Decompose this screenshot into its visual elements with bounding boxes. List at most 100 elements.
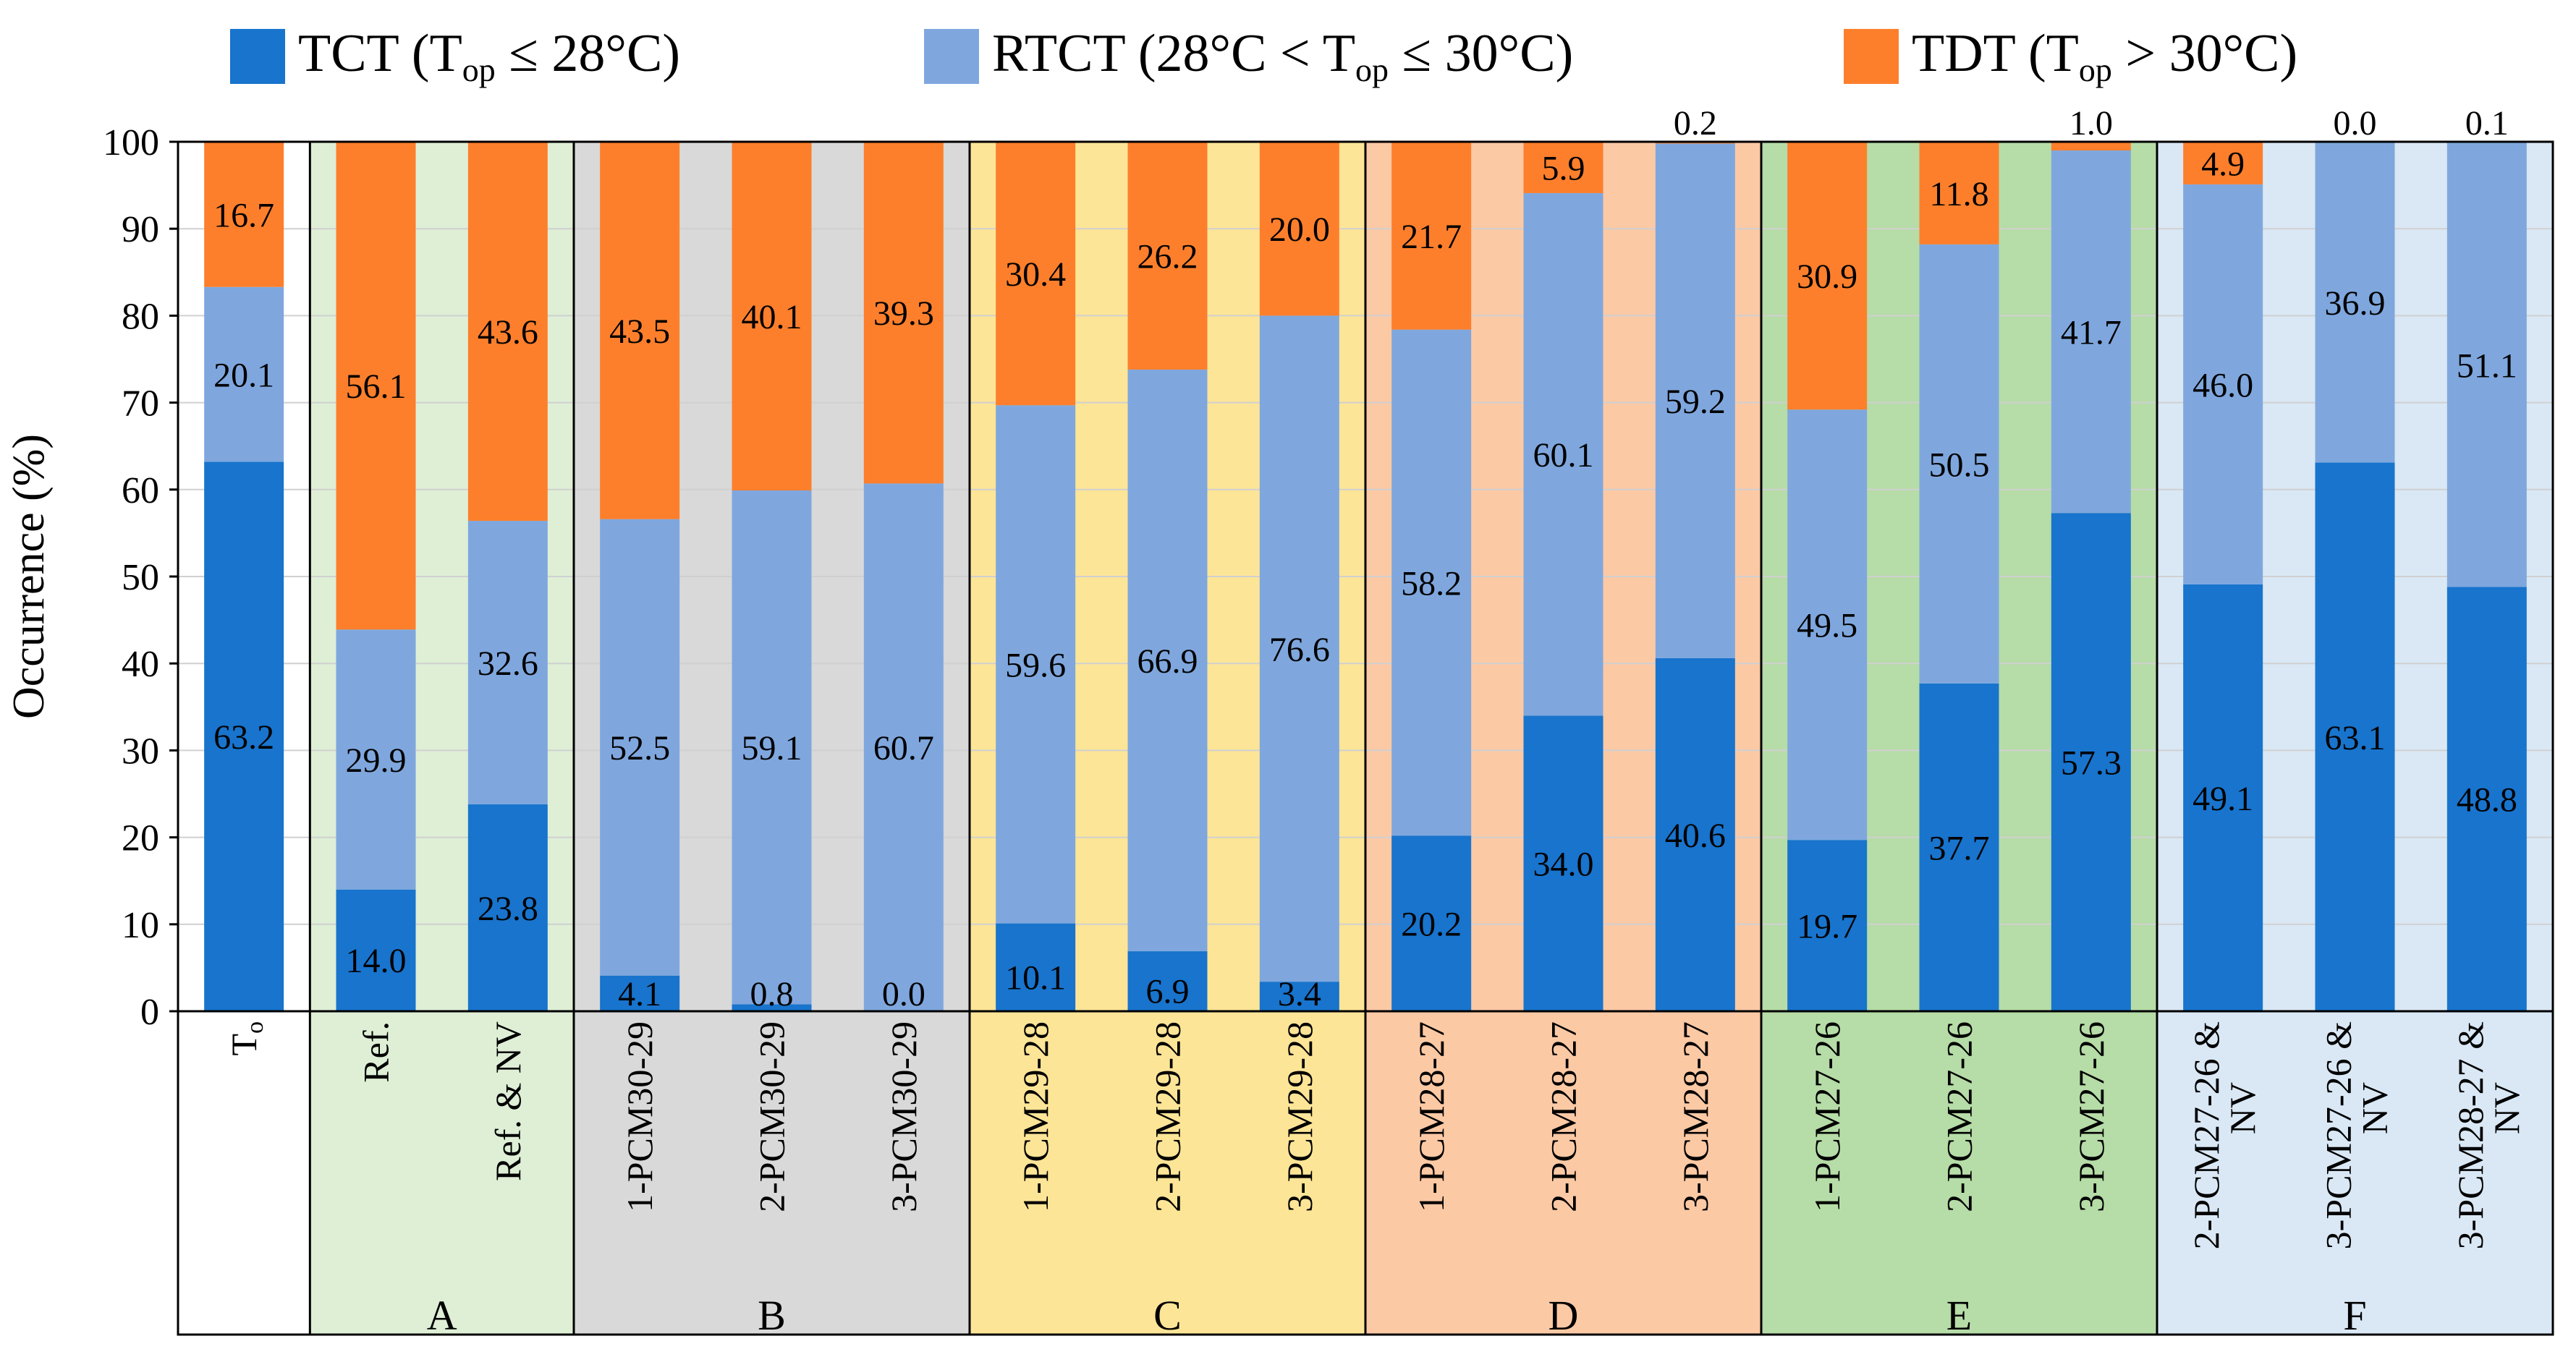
bar-tdt-1-PCM29-28 (996, 142, 1076, 406)
data-label-tct-1-PCM29-28: 10.1 (1005, 958, 1066, 997)
group-label-C: C (1153, 1292, 1182, 1339)
data-label-rtct-3-PCM27-26 & NV: 36.9 (2325, 284, 2386, 323)
data-label-rtct-1-PCM29-28: 59.6 (1005, 646, 1066, 684)
data-label-tct-1-PCM28-27: 20.2 (1401, 906, 1462, 944)
data-label-rtct-2-PCM28-27: 60.1 (1533, 436, 1594, 475)
y-tick-label-60: 60 (122, 470, 159, 511)
legend-label-tdt: TDT (Top > 30°C) (1912, 24, 2298, 88)
category-label-1-PCM29-28: 1-PCM29-28 (1015, 1021, 1056, 1212)
bar-tct-3-PCM29-28 (1259, 982, 1339, 1011)
bar-tdt-3-PCM29-28 (1259, 142, 1339, 316)
data-label-tdt-2-PCM29-28: 26.2 (1137, 237, 1198, 276)
y-tick-label-30: 30 (122, 731, 159, 772)
category-label-1-PCM27-26: 1-PCM27-26 (1807, 1021, 1847, 1212)
data-label-tdt-3-PCM27-26: 1.0 (2069, 104, 2113, 142)
bar-rtct-1-PCM30-29 (600, 519, 680, 976)
bar-tct-To (204, 461, 284, 1011)
bar-tdt-2-PCM27-26 (1919, 142, 1999, 244)
data-label-rtct-2-PCM27-26: 50.5 (1929, 446, 1990, 484)
bar-tdt-2-PCM28-27 (1523, 142, 1603, 193)
bar-tdt-3-PCM30-29 (863, 142, 944, 484)
bar-tct-1-PCM29-28 (996, 923, 1076, 1011)
bar-tct-2-PCM30-29 (732, 1004, 812, 1011)
data-label-tct-2-PCM27-26 & NV: 49.1 (2192, 780, 2253, 818)
bar-tct-3-PCM28-27 & NV (2446, 587, 2527, 1011)
data-label-tct-2-PCM27-26: 37.7 (1929, 829, 1990, 867)
category-label-line2-2-PCM27-26 & NV: NV (2222, 1082, 2263, 1134)
group-label-B: B (758, 1292, 786, 1339)
data-label-rtct-3-PCM29-28: 76.6 (1269, 631, 1330, 669)
y-axis-title: Occurrence (%) (4, 434, 54, 719)
bar-rtct-2-PCM28-27 (1523, 192, 1603, 716)
data-label-tdt-2-PCM30-29: 40.1 (742, 298, 802, 336)
category-label-2-PCM27-26: 2-PCM27-26 (1939, 1021, 1980, 1212)
data-label-tct-2-PCM30-29: 0.8 (750, 975, 794, 1013)
bar-tdt-3-PCM27-26 (2051, 142, 2131, 151)
bar-rtct-Ref. & NV (467, 521, 548, 804)
bar-rtct-3-PCM30-29 (863, 483, 944, 1011)
category-label-1-PCM28-27: 1-PCM28-27 (1411, 1021, 1452, 1212)
legend-swatch-rtct (924, 28, 979, 84)
data-label-tct-1-PCM27-26: 19.7 (1797, 908, 1857, 946)
bar-tct-2-PCM28-27 (1523, 715, 1603, 1011)
bar-tct-1-PCM27-26 (1787, 840, 1868, 1011)
bar-tdt-Ref. & NV (467, 142, 548, 522)
bar-tdt-1-PCM28-27 (1391, 142, 1472, 330)
data-label-rtct-1-PCM30-29: 52.5 (609, 729, 670, 767)
data-label-tdt-1-PCM29-28: 30.4 (1005, 255, 1066, 294)
data-label-rtct-3-PCM28-27: 59.2 (1665, 383, 1726, 421)
category-label-To: To (224, 1021, 268, 1056)
legend: TCT (Top ≤ 28°C) RTCT (28°C < Top ≤ 30°C… (0, 16, 2576, 95)
bar-tct-1-PCM30-29 (600, 975, 680, 1011)
bar-rtct-1-PCM29-28 (996, 405, 1076, 924)
bar-tct-Ref. (336, 889, 416, 1011)
legend-label-tct: TCT (Top ≤ 28°C) (298, 24, 680, 88)
data-label-rtct-2-PCM27-26 & NV: 46.0 (2192, 366, 2253, 404)
data-label-tct-3-PCM27-26 & NV: 63.1 (2325, 719, 2386, 757)
data-label-tdt-Ref. & NV: 43.6 (478, 313, 538, 352)
y-tick-label-90: 90 (122, 209, 159, 250)
data-label-tdt-1-PCM30-29: 43.5 (609, 312, 670, 351)
bars (204, 142, 2527, 1011)
category-label-Ref. & NV: Ref. & NV (488, 1021, 528, 1181)
bar-rtct-3-PCM28-27 & NV (2446, 142, 2527, 587)
bar-rtct-3-PCM27-26 & NV (2315, 142, 2395, 463)
data-label-rtct-Ref.: 29.9 (346, 741, 407, 780)
bar-rtct-3-PCM28-27 (1655, 143, 1735, 658)
data-label-rtct-1-PCM28-27: 58.2 (1401, 564, 1462, 603)
data-label-tdt-To: 16.7 (213, 196, 274, 234)
data-label-tct-3-PCM28-27 & NV: 48.8 (2457, 781, 2517, 820)
legend-item-tct: TCT (Top ≤ 28°C) (230, 23, 680, 89)
data-label-tdt-1-PCM27-26: 30.9 (1797, 258, 1857, 296)
category-label-1-PCM30-29: 1-PCM30-29 (619, 1021, 660, 1212)
data-label-tdt-3-PCM28-27 & NV: 0.1 (2465, 104, 2509, 142)
bar-tdt-To (204, 142, 284, 287)
data-label-tct-3-PCM28-27: 40.6 (1665, 817, 1726, 855)
data-label-rtct-2-PCM29-28: 66.9 (1137, 642, 1198, 681)
category-label-2-PCM29-28: 2-PCM29-28 (1148, 1021, 1188, 1212)
bar-rtct-To (204, 286, 284, 462)
data-label-tct-Ref.: 14.0 (346, 942, 407, 980)
bar-tct-3-PCM27-26 & NV (2315, 462, 2395, 1011)
bar-tct-3-PCM27-26 (2051, 513, 2131, 1011)
bar-tct-1-PCM28-27 (1391, 835, 1472, 1011)
data-label-tct-1-PCM30-29: 4.1 (618, 975, 661, 1013)
bar-tdt-1-PCM27-26 (1787, 142, 1868, 410)
data-label-tct-Ref. & NV: 23.8 (478, 890, 538, 928)
group-label-D: D (1548, 1292, 1579, 1339)
category-label-3-PCM29-28: 3-PCM29-28 (1279, 1021, 1320, 1212)
y-tick-label-100: 100 (103, 122, 159, 163)
y-tick-label-40: 40 (122, 644, 159, 685)
category-label-3-PCM27-26 & NV: 3-PCM27-26 & (2318, 1021, 2359, 1249)
bar-rtct-1-PCM28-27 (1391, 329, 1472, 836)
data-label-tdt-2-PCM28-27: 5.9 (1542, 149, 1585, 187)
y-tick-label-10: 10 (122, 905, 159, 946)
category-label-Ref.: Ref. (356, 1021, 397, 1083)
y-tick-label-20: 20 (122, 818, 159, 859)
bar-tdt-1-PCM30-29 (600, 142, 680, 519)
labels: 63.2 20.1 16.7 To 14.0 29.9 56.1 Ref. 23.8 32.6 43… (4, 104, 2527, 1339)
group-label-F: F (2343, 1292, 2366, 1339)
category-label-3-PCM27-26: 3-PCM27-26 (2071, 1021, 2111, 1212)
data-label-tdt-2-PCM27-26 & NV: 4.9 (2201, 145, 2245, 183)
